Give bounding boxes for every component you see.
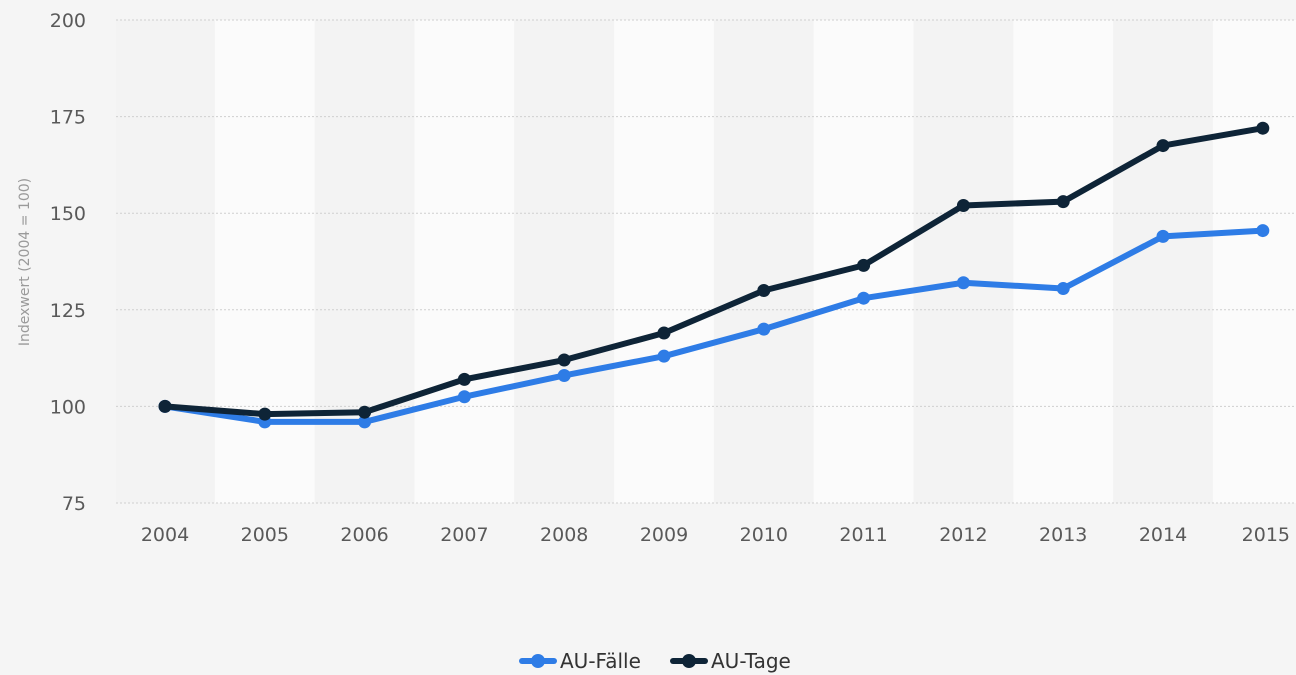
y-tick-label: 125 xyxy=(50,300,86,322)
gridlines xyxy=(116,19,1296,504)
data-point xyxy=(358,415,372,429)
column-band-2007 xyxy=(414,20,515,503)
column-band-2006 xyxy=(314,20,415,503)
y-axis-ticks: 75 100 125 150 175 200 xyxy=(50,10,86,515)
series-lines xyxy=(158,121,1270,429)
data-point xyxy=(557,353,571,367)
data-point xyxy=(757,322,771,336)
legend-item[interactable]: AU-Fälle xyxy=(519,649,641,673)
x-tick-label: 2008 xyxy=(540,524,588,546)
column-band-2010 xyxy=(713,20,814,503)
x-tick-label: 2006 xyxy=(340,524,388,546)
x-tick-label: 2013 xyxy=(1039,524,1087,546)
series-line xyxy=(162,227,1266,425)
data-point xyxy=(857,258,871,272)
data-point xyxy=(1256,224,1270,238)
column-band-2004 xyxy=(116,20,215,503)
x-tick-label: 2012 xyxy=(939,524,987,546)
series-line xyxy=(162,125,1266,418)
column-band-2015 xyxy=(1212,20,1296,503)
x-tick-label: 2014 xyxy=(1139,524,1187,546)
series-2 xyxy=(158,121,1270,421)
column-band-2012 xyxy=(913,20,1014,503)
data-point xyxy=(956,276,970,290)
column-bands xyxy=(116,20,1296,503)
y-tick-label: 100 xyxy=(50,396,86,418)
data-point xyxy=(1156,139,1170,153)
x-tick-label: 2011 xyxy=(839,524,887,546)
x-tick-label: 2007 xyxy=(440,524,488,546)
column-band-2013 xyxy=(1013,20,1114,503)
data-point xyxy=(1056,195,1070,209)
data-point xyxy=(158,399,172,413)
data-point xyxy=(1156,229,1170,243)
data-point xyxy=(258,407,272,421)
y-tick-label: 75 xyxy=(62,493,86,515)
data-point xyxy=(1256,121,1270,135)
data-point xyxy=(657,349,671,363)
data-point xyxy=(757,283,771,297)
column-band-2008 xyxy=(514,20,615,503)
x-tick-label: 2005 xyxy=(241,524,289,546)
x-axis-ticks: 2004 2005 2006 2007 2008 2009 2010 2011 2012 2013… xyxy=(141,524,1290,546)
x-tick-label: 2009 xyxy=(640,524,688,546)
data-point xyxy=(956,198,970,212)
data-point xyxy=(457,390,471,404)
column-band-2009 xyxy=(614,20,714,503)
x-tick-label: 2010 xyxy=(740,524,788,546)
legend-swatch-marker xyxy=(682,654,696,668)
legend-label: AU-Fälle xyxy=(560,649,641,673)
x-tick-label: 2004 xyxy=(141,524,189,546)
legend-item[interactable]: AU-Tage xyxy=(670,649,791,673)
y-tick-label: 150 xyxy=(50,203,86,225)
legend-swatch-marker xyxy=(531,654,545,668)
column-band-2005 xyxy=(214,20,315,503)
column-band-2014 xyxy=(1113,20,1213,503)
data-point xyxy=(857,291,871,305)
data-point xyxy=(657,326,671,340)
data-point xyxy=(358,405,372,419)
y-tick-label: 200 xyxy=(50,10,86,32)
y-tick-label: 175 xyxy=(50,107,86,129)
series-1 xyxy=(158,224,1270,429)
y-axis-label: Indexwert (2004 = 100) xyxy=(17,178,33,346)
legend-label: AU-Tage xyxy=(711,649,791,673)
legend: AU-Fälle AU-Tage xyxy=(519,649,791,673)
data-point xyxy=(1056,282,1070,296)
data-point xyxy=(557,368,571,382)
x-tick-label: 2015 xyxy=(1242,524,1290,546)
data-point xyxy=(457,372,471,386)
